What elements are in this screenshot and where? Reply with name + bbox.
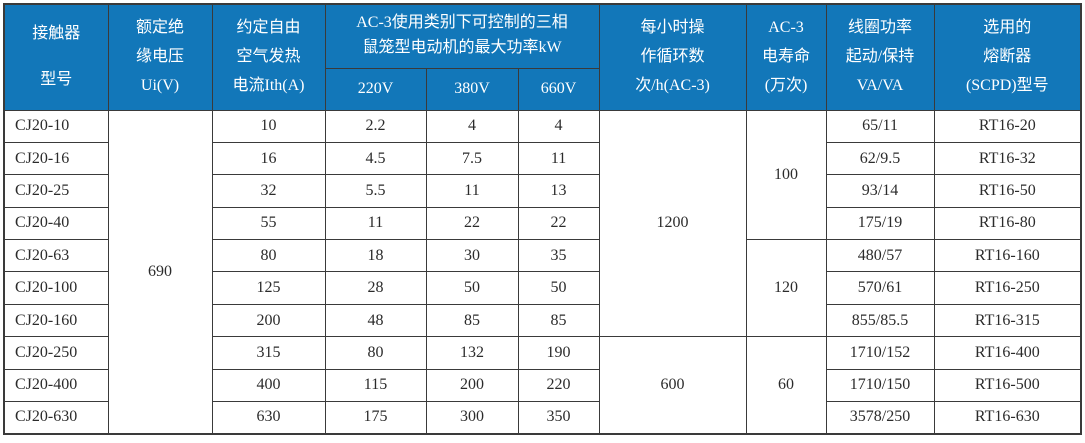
cell-coil: 1710/150 [825,368,935,403]
table-row: CJ20-16 16 4.5 7.5 11 62/9.5 RT16-32 [3,141,1082,176]
cell-model: CJ20-25 [3,174,109,208]
cell-kw660: 190 [517,336,600,370]
table-row: CJ20-100 125 28 50 50 570/61 RT16-250 [3,271,1082,305]
cell-model: CJ20-160 [3,303,109,338]
cell-life-merged: 120 [745,239,827,338]
cell-kw380: 85 [425,303,519,338]
cell-kw380: 50 [425,271,519,305]
cell-kw220: 11 [324,206,427,241]
cell-fuse: RT16-250 [933,271,1082,305]
cell-life-merged: 60 [745,336,827,435]
cell-kw380: 200 [425,368,519,403]
cell-kw660: 35 [517,239,600,273]
cell-insulation-voltage-merged: 690 [107,109,213,435]
table-row: CJ20-250 315 80 132 190 600 60 1710/152 … [3,336,1082,435]
cell-model: CJ20-100 [3,271,109,305]
cell-kw660: 11 [517,141,600,176]
cell-fuse: RT16-400 [933,336,1082,370]
cell-kw380: 7.5 [425,141,519,176]
cell-fuse: RT16-630 [933,401,1082,435]
cell-kw660: 4 [517,109,600,143]
table-row: CJ20-630 630 175 300 350 3578/250 RT16-6… [3,401,1082,435]
col-header-electrical-life: AC-3 电寿命 (万次) [745,3,827,111]
col-header-fuse: 选用的 熔断器 (SCPD)型号 [933,3,1082,111]
cell-life-merged: 100 [745,109,827,241]
cell-model: CJ20-40 [3,206,109,241]
cell-model: CJ20-16 [3,141,109,176]
col-header-coil-power: 线圈功率 起动/保持 VA/VA [825,3,935,111]
cell-kw220: 115 [324,368,427,403]
cell-ith: 630 [211,401,326,435]
cell-kw660: 85 [517,303,600,338]
cell-cycles-merged: 1200 [598,109,747,338]
cell-ith: 55 [211,206,326,241]
table-row: CJ20-400 400 115 200 220 1710/150 RT16-5… [3,368,1082,403]
cell-kw220: 5.5 [324,174,427,208]
cell-model: CJ20-250 [3,336,109,370]
cell-cycles-merged: 600 [598,336,747,435]
cell-fuse: RT16-315 [933,303,1082,338]
cell-fuse: RT16-20 [933,109,1082,143]
cell-kw660: 13 [517,174,600,208]
cell-ith: 80 [211,239,326,273]
col-header-cycles-per-hour: 每小时操 作循环数 次/h(AC-3) [598,3,747,111]
cell-coil: 93/14 [825,174,935,208]
cell-fuse: RT16-32 [933,141,1082,176]
cell-kw380: 300 [425,401,519,435]
cell-ith: 315 [211,336,326,370]
cell-coil: 480/57 [825,239,935,273]
cell-fuse: RT16-500 [933,368,1082,403]
cell-coil: 65/11 [825,109,935,143]
cell-kw660: 350 [517,401,600,435]
col-header-model: 接触器 型号 [3,3,109,111]
cell-kw220: 175 [324,401,427,435]
cell-model: CJ20-630 [3,401,109,435]
cell-fuse: RT16-160 [933,239,1082,273]
table-row: CJ20-10 690 10 2.2 4 4 1200 100 65/11 RT… [3,109,1082,435]
cell-fuse: RT16-50 [933,174,1082,208]
cell-coil: 62/9.5 [825,141,935,176]
cell-kw380: 132 [425,336,519,370]
cell-ith: 10 [211,109,326,143]
header-row-2: 220V 380V 660V [4,67,1081,111]
cell-coil: 3578/250 [825,401,935,435]
cell-kw220: 18 [324,239,427,273]
cell-kw380: 11 [425,174,519,208]
cell-ith: 125 [211,271,326,305]
table-row: CJ20-25 32 5.5 11 13 93/14 RT16-50 [3,174,1082,208]
cell-ith: 32 [211,174,326,208]
cell-ith: 16 [211,141,326,176]
cell-coil: 570/61 [825,271,935,305]
cell-ith: 400 [211,368,326,403]
cell-kw660: 50 [517,271,600,305]
cell-coil: 1710/152 [825,336,935,370]
cell-model: CJ20-10 [3,109,109,143]
table-row: CJ20-40 55 11 22 22 175/19 RT16-80 [3,206,1082,241]
cell-kw220: 80 [324,336,427,370]
cell-kw220: 48 [324,303,427,338]
cell-kw380: 4 [425,109,519,143]
cell-kw660: 220 [517,368,600,403]
col-header-thermal-current: 约定自由 空气发热 电流Ith(A) [211,3,326,111]
col-header-380v: 380V [425,67,519,111]
cell-kw220: 28 [324,271,427,305]
contactor-spec-table: 接触器 型号 额定绝 缘电压 Ui(V) 约定自由 空气发热 电流Ith(A) … [3,3,1083,435]
cell-model: CJ20-63 [3,239,109,273]
cell-ith: 200 [211,303,326,338]
cell-kw660: 22 [517,206,600,241]
col-header-220v: 220V [324,67,427,111]
cell-coil: 175/19 [825,206,935,241]
cell-kw380: 22 [425,206,519,241]
col-header-insulation-voltage: 额定绝 缘电压 Ui(V) [107,3,213,111]
cell-fuse: RT16-80 [933,206,1082,241]
cell-kw220: 2.2 [324,109,427,143]
header-row-1: 接触器 型号 额定绝 缘电压 Ui(V) 约定自由 空气发热 电流Ith(A) … [3,3,1082,111]
cell-kw380: 30 [425,239,519,273]
cell-kw220: 4.5 [324,141,427,176]
cell-coil: 855/85.5 [825,303,935,338]
col-header-max-power-group: AC-3使用类别下可控制的三相 鼠笼型电动机的最大功率kW [324,3,600,69]
col-header-660v: 660V [517,67,600,111]
cell-model: CJ20-400 [3,368,109,403]
